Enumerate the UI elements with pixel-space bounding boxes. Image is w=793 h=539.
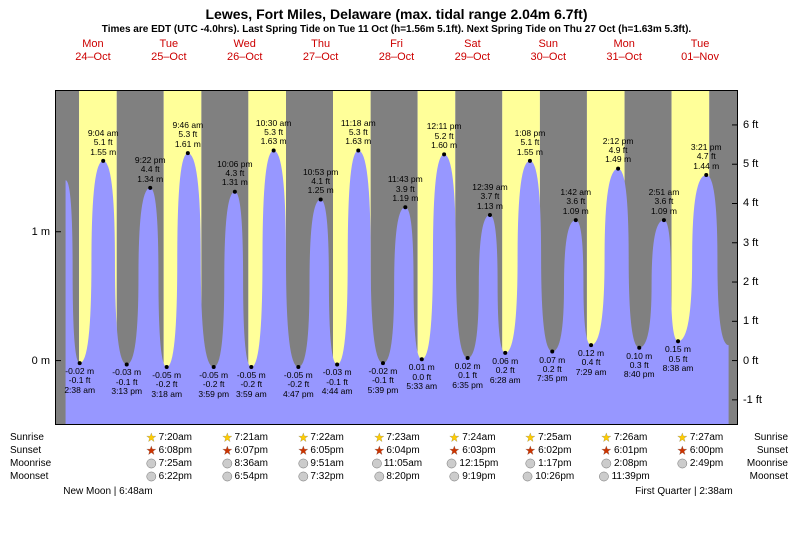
moonrise-label: Moonrise [10, 458, 51, 469]
moonrise-value: 11:05am [371, 458, 422, 469]
tide-extreme-label: 12:11 pm5.2 ft1.60 m [427, 122, 462, 150]
moonset-value: 6:54pm [222, 471, 268, 482]
moonrise-value: 1:17pm [525, 458, 571, 469]
tide-extreme-label: 11:43 pm3.9 ft1.19 m [388, 175, 423, 203]
moonset-value: 11:39pm [599, 471, 650, 482]
tide-extreme-label: 0.01 m0.0 ft5:33 am [406, 363, 437, 391]
tide-extreme-label: 0.15 m0.5 ft8:38 am [663, 345, 694, 373]
moonset-label: Moonset [750, 471, 788, 482]
day-header: Mon31–Oct [586, 38, 662, 64]
sunset-value: 6:05pm [297, 445, 343, 456]
moonset-value: 10:26pm [522, 471, 574, 482]
tide-extreme-label: 10:53 pm4.1 ft1.25 m [303, 168, 338, 196]
y-tick-right: 2 ft [739, 276, 793, 288]
sunrise-value: 7:21am [222, 432, 268, 443]
sunrise-value: 7:22am [297, 432, 343, 443]
sunset-label: Sunset [10, 445, 41, 456]
tide-extreme-label: -0.05 m-0.2 ft3:59 pm [198, 371, 229, 399]
moon-phase-label: First Quarter | 2:38am [635, 486, 733, 497]
tide-extreme-label: 0.02 m0.1 ft6:35 pm [452, 362, 483, 390]
sunrise-value: 7:27am [677, 432, 723, 443]
moonrise-label: Moonrise [747, 458, 788, 469]
moonset-value: 9:19pm [449, 471, 495, 482]
moonset-label: Moonset [10, 471, 48, 482]
sunrise-value: 7:26am [601, 432, 647, 443]
moon-phase-label: New Moon | 6:48am [63, 486, 152, 497]
sunrise-value: 7:25am [525, 432, 571, 443]
moonrise-value: 12:15pm [446, 458, 498, 469]
y-tick-right: 6 ft [739, 119, 793, 131]
sunset-value: 6:00pm [677, 445, 723, 456]
tide-extreme-label: 2:12 pm4.9 ft1.49 m [603, 137, 634, 165]
sunset-value: 6:01pm [601, 445, 647, 456]
tide-extreme-label: 3:21 pm4.7 ft1.44 m [691, 143, 722, 171]
tide-extreme-label: 10:06 pm4.3 ft1.31 m [217, 160, 252, 188]
day-headers: Mon24–OctTue25–OctWed26–OctThu27–OctFri2… [55, 38, 738, 88]
sunset-value: 6:04pm [373, 445, 419, 456]
tide-extreme-label: -0.03 m-0.1 ft4:44 am [322, 368, 353, 396]
sunrise-value: 7:23am [373, 432, 419, 443]
y-tick-right: 1 ft [739, 315, 793, 327]
moonset-value: 6:22pm [146, 471, 192, 482]
y-axis-left: 0 m 1 m [0, 90, 54, 425]
day-header: Tue01–Nov [662, 38, 738, 64]
sunset-value: 6:07pm [222, 445, 268, 456]
moonrise-value: 9:51am [297, 458, 343, 469]
tide-extreme-label: 2:51 am3.6 ft1.09 m [649, 188, 680, 216]
day-header: Sat29–Oct [434, 38, 510, 64]
tide-extreme-label: 0.07 m0.2 ft7:35 pm [537, 356, 568, 384]
sunrise-value: 7:24am [449, 432, 495, 443]
moonrise-value: 7:25am [146, 458, 192, 469]
tide-extreme-label: -0.02 m-0.1 ft2:38 am [64, 367, 95, 395]
chart-subtitle: Times are EDT (UTC -4.0hrs). Last Spring… [0, 22, 793, 35]
tide-chart: Lewes, Fort Miles, Delaware (max. tidal … [0, 0, 793, 539]
tide-extreme-label: 9:46 am5.3 ft1.61 m [172, 121, 203, 149]
sunrise-label: Sunrise [10, 432, 44, 443]
y-tick-right: 0 ft [739, 355, 793, 367]
tide-extreme-label: 1:42 am3.6 ft1.09 m [560, 188, 591, 216]
tide-extreme-label: 12:39 am3.7 ft1.13 m [472, 183, 507, 211]
tide-extreme-label: 0.06 m0.2 ft6:28 am [490, 357, 521, 385]
y-tick-right: -1 ft [739, 394, 793, 406]
day-header: Mon24–Oct [55, 38, 131, 64]
plot-area: -0.02 m-0.1 ft2:38 am 9:04 am5.1 ft1.55 m… [55, 90, 738, 425]
sunrise-label: Sunrise [754, 432, 788, 443]
tide-extreme-label: -0.05 m-0.2 ft3:18 am [151, 371, 182, 399]
tide-extreme-label: 0.12 m0.4 ft7:29 am [576, 349, 607, 377]
tide-extreme-label: 0.10 m0.3 ft8:40 pm [624, 352, 655, 380]
tide-extreme-label: -0.02 m-0.1 ft5:39 pm [368, 367, 399, 395]
y-tick-right: 4 ft [739, 197, 793, 209]
moonset-value: 8:20pm [373, 471, 419, 482]
day-header: Thu27–Oct [283, 38, 359, 64]
tide-extreme-label: -0.05 m-0.2 ft3:59 am [236, 371, 267, 399]
day-header: Tue25–Oct [131, 38, 207, 64]
moonrise-value: 2:08pm [601, 458, 647, 469]
chart-title: Lewes, Fort Miles, Delaware (max. tidal … [0, 0, 793, 22]
sunset-value: 6:02pm [525, 445, 571, 456]
y-tick-right: 5 ft [739, 158, 793, 170]
tide-extreme-label: 9:22 pm4.4 ft1.34 m [135, 156, 166, 184]
tide-extreme-label: 9:04 am5.1 ft1.55 m [88, 129, 119, 157]
y-tick-left: 1 m [0, 226, 50, 238]
tide-extreme-label: -0.03 m-0.1 ft3:13 pm [111, 368, 142, 396]
moonset-value: 7:32pm [297, 471, 343, 482]
day-header: Sun30–Oct [510, 38, 586, 64]
moonrise-value: 8:36am [222, 458, 268, 469]
tide-extreme-label: 1:08 pm5.1 ft1.55 m [515, 129, 546, 157]
y-tick-right: 3 ft [739, 237, 793, 249]
sunset-value: 6:08pm [146, 445, 192, 456]
moonrise-value: 2:49pm [677, 458, 723, 469]
day-header: Wed26–Oct [207, 38, 283, 64]
y-tick-left: 0 m [0, 355, 50, 367]
tide-extreme-label: -0.05 m-0.2 ft4:47 pm [283, 371, 314, 399]
sunrise-value: 7:20am [146, 432, 192, 443]
day-header: Fri28–Oct [359, 38, 435, 64]
y-axis-right: -1 ft 0 ft 1 ft 2 ft 3 ft 4 ft 5 ft 6 ft [739, 90, 793, 425]
tide-extreme-label: 10:30 am5.3 ft1.63 m [256, 119, 291, 147]
tide-extreme-label: 11:18 am5.3 ft1.63 m [341, 119, 376, 147]
sunset-value: 6:03pm [449, 445, 495, 456]
sunset-label: Sunset [757, 445, 788, 456]
